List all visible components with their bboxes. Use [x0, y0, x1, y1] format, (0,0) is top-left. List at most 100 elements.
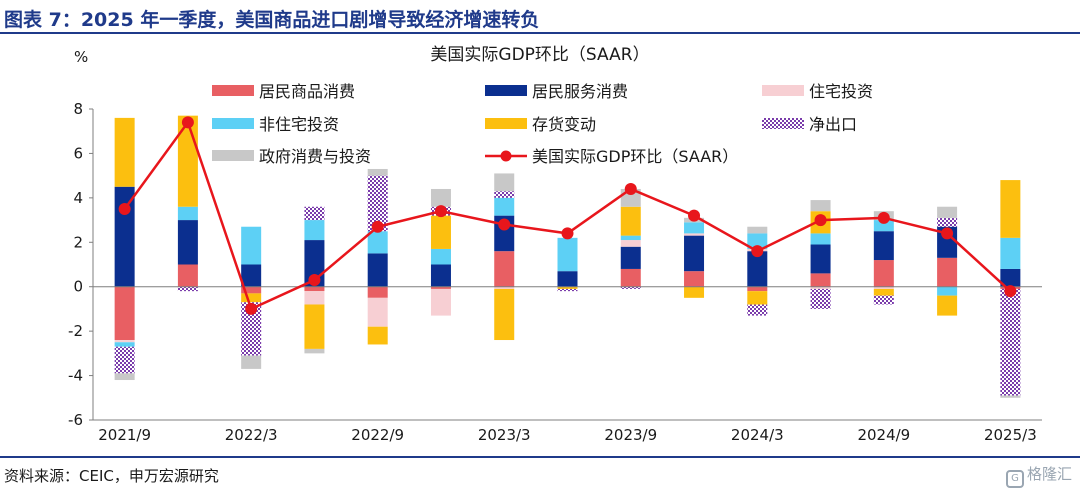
bar-segment — [494, 251, 515, 287]
bar-segment — [557, 237, 578, 272]
bar-segment — [114, 346, 135, 374]
bar-segment — [114, 117, 135, 187]
figure-header: 图表 7：2025 年一季度，美国商品进口剧增导致经济增速转负 — [0, 0, 1080, 34]
legend-label: 净出口 — [809, 115, 857, 134]
bar-segment — [367, 175, 388, 232]
bar-segment — [367, 326, 388, 345]
bar-segment — [494, 173, 515, 192]
bar-segment — [620, 268, 641, 287]
bar-segment — [177, 115, 198, 207]
y-tick-label: -2 — [68, 322, 83, 340]
gdp-point — [434, 205, 447, 218]
bar-segment — [873, 260, 894, 287]
bar-segment — [177, 220, 198, 265]
gdp-point — [561, 227, 574, 240]
bar-segment — [810, 273, 831, 287]
bar-segment — [367, 168, 388, 176]
bar-segment — [937, 286, 958, 296]
bar-segment — [367, 297, 388, 327]
gdp-point — [308, 274, 321, 287]
bar-segment — [684, 222, 705, 234]
x-tick-label: 2023/9 — [604, 426, 657, 444]
bar-segment — [367, 286, 388, 298]
gdp-point — [941, 227, 954, 240]
x-tick-label: 2024/3 — [731, 426, 784, 444]
bar-segment — [810, 200, 831, 212]
bar-segment — [557, 286, 578, 289]
bar-segment — [810, 233, 831, 245]
bar-segment — [747, 291, 768, 305]
x-tick-label: 2025/3 — [984, 426, 1037, 444]
y-tick-label: -4 — [68, 367, 83, 385]
bar-segment — [810, 244, 831, 274]
bar-segment — [747, 286, 768, 292]
plot-area: 8 6 4 2 0 -2 -4 -6 2021/9 2022/3 2022/9 2023/3 2023/… — [68, 82, 1042, 444]
bar-segment — [873, 286, 894, 289]
bar-segment — [430, 288, 451, 316]
bar-segment — [747, 233, 768, 249]
bar-segment — [241, 286, 262, 294]
bar-segment — [1000, 288, 1021, 396]
bar-segment — [1000, 180, 1021, 238]
x-tick-label: 2023/3 — [478, 426, 531, 444]
legend-label: 住宅投资 — [809, 82, 873, 101]
bar-segment — [620, 240, 641, 247]
bar-segment — [620, 246, 641, 269]
bar-segment — [494, 286, 515, 289]
bar-segment — [1000, 268, 1021, 287]
bar-segment — [304, 286, 325, 292]
legend-swatch — [762, 85, 804, 96]
y-tick-label: -6 — [68, 411, 83, 429]
legend-swatch — [485, 85, 527, 96]
bar-segment — [241, 293, 262, 303]
y-tick-label: 0 — [73, 278, 83, 296]
legend-swatch — [212, 85, 254, 96]
x-tick-label: 2024/9 — [857, 426, 910, 444]
bar-segment — [937, 295, 958, 316]
bar-segment — [114, 340, 135, 343]
bar-segment — [177, 264, 198, 287]
bar-segment — [557, 271, 578, 287]
bar-segment — [304, 206, 325, 221]
bar-segment — [873, 288, 894, 296]
gdp-point — [751, 245, 764, 258]
watermark: G 格隆汇 — [1005, 463, 1072, 488]
legend-marker — [500, 150, 512, 162]
bar-segment — [810, 286, 831, 289]
bar-segment — [747, 251, 768, 287]
y-axis-unit: % — [74, 48, 88, 66]
bar-segment — [684, 235, 705, 272]
bar-segment — [430, 215, 451, 249]
legend-label: 美国实际GDP环比（SAAR） — [532, 147, 738, 166]
watermark-text: 格隆汇 — [1026, 465, 1072, 483]
bar-segment — [304, 291, 325, 305]
bar-segment — [114, 286, 135, 341]
bar-segment — [430, 188, 451, 207]
legend-label: 存货变动 — [532, 115, 596, 134]
legend-swatch — [762, 118, 804, 129]
bar-segment — [620, 206, 641, 236]
gdp-point — [118, 202, 131, 215]
bar-segment — [937, 206, 958, 218]
y-tick-label: 8 — [73, 100, 83, 118]
bar-segment — [304, 304, 325, 349]
bar-segment — [684, 286, 705, 298]
footer-rule — [0, 456, 1080, 458]
bar-segment — [684, 271, 705, 287]
bar-segment — [684, 233, 705, 236]
legend-swatch — [485, 118, 527, 129]
bar-segment — [873, 220, 894, 232]
bar-segment — [557, 288, 578, 292]
gdp-point — [877, 211, 890, 224]
gdp-point — [688, 209, 701, 222]
bar-segment — [747, 226, 768, 234]
bar-segment — [304, 220, 325, 241]
bar-segment — [367, 231, 388, 254]
legend-swatch — [212, 150, 254, 161]
bar-segment — [241, 226, 262, 265]
gdp-contribution-chart: 美国实际GDP环比（SAAR） % 8 6 4 2 0 -2 -4 -6 2021/9 2022/… — [68, 45, 1042, 444]
gdp-point — [181, 116, 194, 129]
bar-segment — [430, 248, 451, 265]
legend-label: 政府消费与投资 — [259, 147, 371, 166]
bar-segment — [430, 286, 451, 289]
